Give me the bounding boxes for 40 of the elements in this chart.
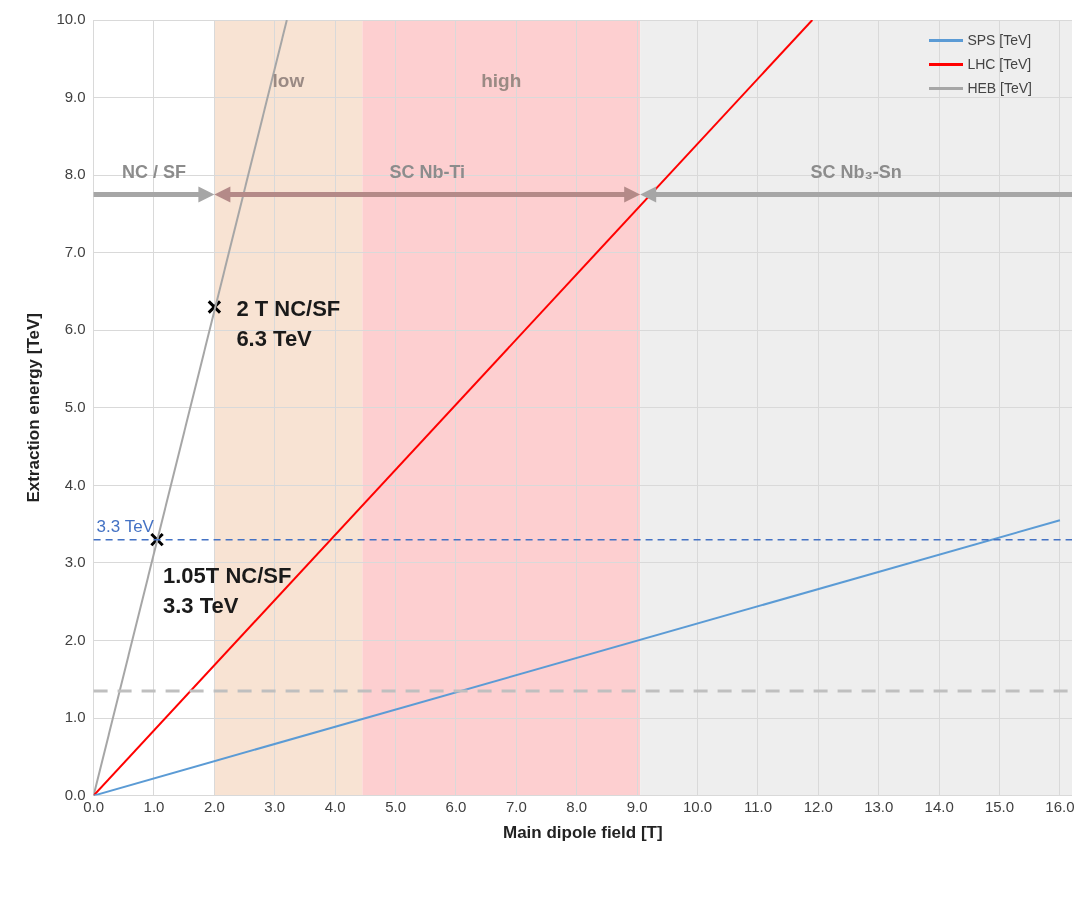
- y-tick-label: 7.0: [64, 242, 86, 260]
- x-tick-label: 9.0: [626, 797, 648, 815]
- legend-label: LHC [TeV]: [967, 55, 1032, 74]
- x-axis-title: Main dipole field [T]: [502, 823, 663, 843]
- y-axis-title: Extraction energy [TeV]: [23, 313, 43, 503]
- y-tick-label: 5.0: [64, 397, 86, 415]
- y-tick-label: 0.0: [64, 785, 86, 803]
- x-tick-label: 4.0: [324, 797, 346, 815]
- x-tick-label: 1.0: [143, 797, 165, 815]
- x-tick-label: 8.0: [566, 797, 588, 815]
- annotation: 2 T NC/SF 6.3 TeV: [236, 296, 341, 352]
- annotation: SC Nb-Ti: [389, 162, 466, 183]
- x-tick-label: 10.0: [682, 797, 713, 815]
- annotation: NC / SF: [121, 162, 186, 183]
- legend-label: HEB [TeV]: [967, 79, 1032, 98]
- ref-line-label: 3.3 TeV: [96, 516, 155, 536]
- x-tick-label: 3.0: [264, 797, 286, 815]
- x-tick-label: 11.0: [743, 797, 772, 815]
- legend-label: SPS [TeV]: [967, 31, 1032, 50]
- y-tick-label: 6.0: [64, 320, 86, 338]
- y-tick-label: 10.0: [56, 10, 86, 28]
- y-tick-label: 4.0: [64, 475, 86, 493]
- band-label: high: [481, 70, 522, 92]
- y-tick-label: 1.0: [64, 708, 86, 726]
- x-tick-label: 15.0: [984, 797, 1015, 815]
- x-tick-label: 6.0: [445, 797, 467, 815]
- band-label: low: [272, 70, 305, 92]
- x-tick-label: 16.0: [1045, 797, 1075, 815]
- y-tick-label: 9.0: [64, 87, 86, 105]
- annotation: SC Nb₃-Sn: [810, 162, 902, 183]
- x-tick-label: 13.0: [864, 797, 894, 815]
- y-tick-label: 8.0: [64, 165, 86, 183]
- x-tick-label: 7.0: [505, 797, 527, 815]
- y-tick-label: 2.0: [64, 630, 86, 648]
- x-tick-label: 5.0: [385, 797, 406, 815]
- annotation: 1.05T NC/SF 3.3 TeV: [163, 562, 292, 618]
- x-tick-label: 14.0: [924, 797, 954, 815]
- y-tick-label: 3.0: [64, 553, 86, 571]
- x-tick-label: 12.0: [803, 797, 833, 815]
- x-tick-label: 2.0: [203, 797, 225, 815]
